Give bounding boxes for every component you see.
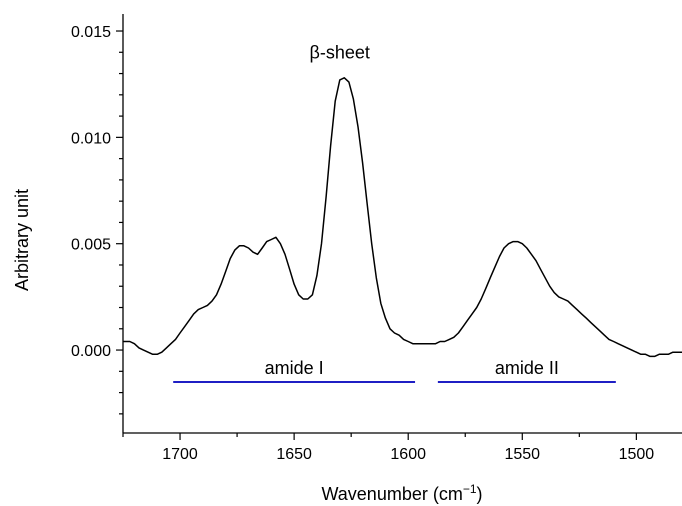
peak-annotation: β-sheet [310, 43, 370, 63]
x-axis-title: Wavenumber (cm−1) [321, 482, 482, 504]
y-tick-label: 0.015 [71, 24, 111, 41]
y-tick-label: 0.010 [71, 130, 111, 147]
x-axis-title-main: Wavenumber (cm [321, 484, 462, 504]
y-tick-label: 0.000 [71, 343, 111, 360]
x-axis-title-superscript: −1 [463, 482, 477, 496]
y-tick-label: 0.005 [71, 237, 111, 254]
spectrum-line [123, 77, 682, 358]
y-axis-title: Arbitrary unit [12, 189, 32, 291]
x-tick-label: 1600 [390, 446, 426, 463]
band-label: amide I [265, 358, 324, 378]
y-axis-ticks: 0.000 0.005 0.010 0.015 [71, 24, 123, 415]
x-axis-title-close: ) [477, 484, 483, 504]
amide-bands: amide I amide II [173, 358, 616, 383]
series-group [123, 77, 682, 358]
band-label: amide II [495, 358, 559, 378]
x-tick-label: 1550 [504, 446, 540, 463]
plot-frame [122, 14, 682, 434]
annotations: β-sheet [310, 43, 370, 63]
x-tick-label: 1700 [162, 446, 198, 463]
x-tick-label: 1500 [619, 446, 655, 463]
x-axis-ticks: 1700 1650 1600 1550 1500 [122, 433, 655, 463]
x-tick-label: 1650 [276, 446, 312, 463]
